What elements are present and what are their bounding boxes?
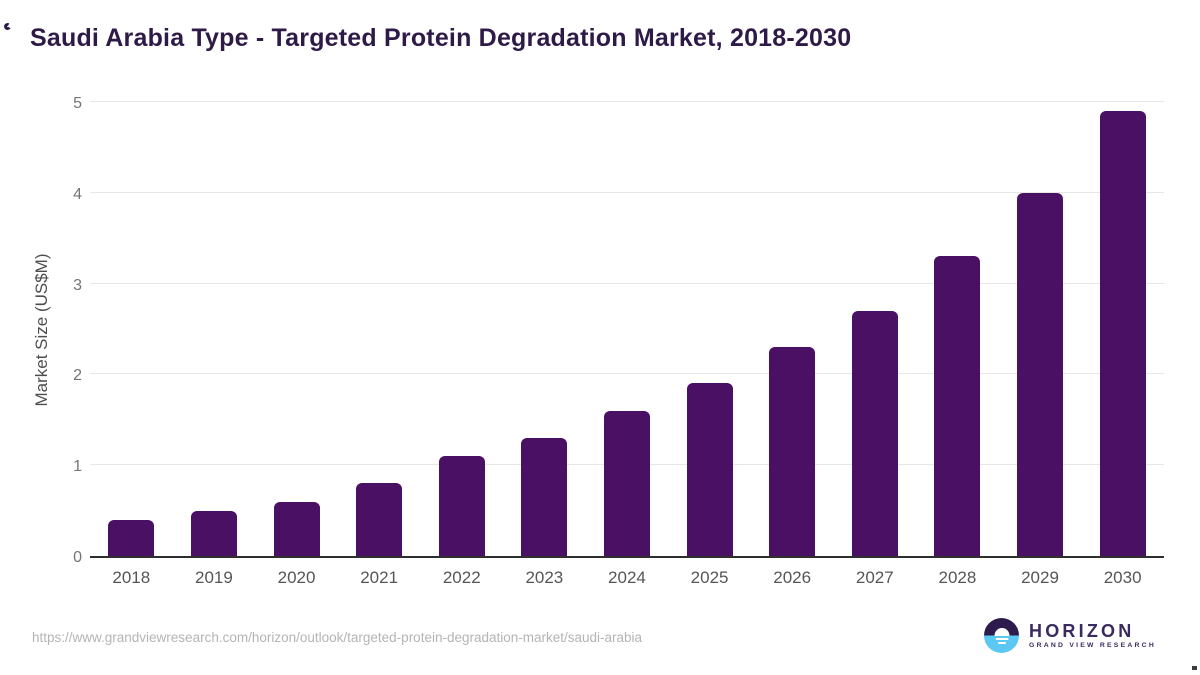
bar-column-2020 xyxy=(255,102,338,556)
x-tick-2026: 2026 xyxy=(773,568,812,587)
bar-2022 xyxy=(438,456,485,556)
x-tick-2024: 2024 xyxy=(608,568,646,587)
plot-area xyxy=(90,101,1164,558)
y-tick-4: 4 xyxy=(73,185,82,203)
bar-column-2024 xyxy=(586,102,669,556)
screenshot-artifact-mark xyxy=(3,22,12,31)
logo-brand-name: HORIZON xyxy=(1029,620,1135,641)
bar-2018 xyxy=(108,519,155,556)
bar-column-2025 xyxy=(668,102,751,556)
bar-column-2030 xyxy=(1081,102,1164,556)
bar-2019 xyxy=(190,510,237,556)
x-tick-2028: 2028 xyxy=(938,568,977,587)
x-tick-2029: 2029 xyxy=(1021,568,1059,587)
source-url: https://www.grandviewresearch.com/horizo… xyxy=(32,630,643,645)
logo-tagline: GRAND VIEW RESEARCH xyxy=(1029,641,1156,649)
x-tick-2020: 2020 xyxy=(277,568,316,587)
chart-title: Saudi Arabia Type - Targeted Protein Deg… xyxy=(30,24,852,52)
x-tick-2019: 2019 xyxy=(195,568,233,587)
bar-2029 xyxy=(1017,192,1063,556)
horizon-logo: HORIZON GRAND VIEW RESEARCH xyxy=(984,618,1156,653)
gridline-3 xyxy=(90,282,1164,284)
y-tick-5: 5 xyxy=(73,95,82,112)
bar-column-2029 xyxy=(999,102,1082,556)
bar-column-2023 xyxy=(503,102,586,556)
bar-2020 xyxy=(273,501,320,556)
bar-2027 xyxy=(851,310,898,556)
bar-column-2022 xyxy=(420,102,503,556)
x-tick-2018: 2018 xyxy=(112,568,151,587)
x-tick-2030: 2030 xyxy=(1103,568,1142,587)
bar-2021 xyxy=(356,483,403,556)
gridline-4 xyxy=(90,191,1164,193)
bar-column-2018 xyxy=(90,102,173,556)
y-tick-2: 2 xyxy=(73,367,82,385)
sun-ray-glyph xyxy=(997,642,1006,644)
bar-2030 xyxy=(1099,111,1146,556)
bar-2025 xyxy=(686,383,733,556)
bar-series xyxy=(90,102,1164,556)
gridline-5 xyxy=(90,101,1164,102)
y-tick-3: 3 xyxy=(73,276,82,294)
x-tick-2021: 2021 xyxy=(360,568,399,587)
x-tick-2023: 2023 xyxy=(525,568,564,587)
bar-column-2021 xyxy=(338,102,421,556)
y-axis-ticks: 0 1 2 3 4 5 xyxy=(0,95,82,566)
bar-2023 xyxy=(521,437,568,556)
y-tick-1: 1 xyxy=(73,458,82,476)
bar-column-2027 xyxy=(833,102,916,556)
sun-glyph xyxy=(994,627,1010,636)
y-tick-0: 0 xyxy=(73,549,82,566)
gridline-2 xyxy=(90,373,1164,375)
sun-ray-glyph xyxy=(995,638,1009,640)
screenshot-artifact-mark xyxy=(1192,666,1197,670)
logo-text: HORIZON GRAND VIEW RESEARCH xyxy=(1029,622,1156,650)
bar-2026 xyxy=(769,347,816,556)
x-tick-2027: 2027 xyxy=(855,568,894,587)
bar-2028 xyxy=(934,256,981,556)
x-axis-ticks: 2018 2019 2020 2021 2022 2023 2024 2025 2026 2027… xyxy=(90,568,1164,588)
bar-2024 xyxy=(603,410,650,556)
bar-column-2026 xyxy=(751,102,834,556)
horizon-sun-circle-icon xyxy=(984,618,1020,653)
x-tick-2025: 2025 xyxy=(690,568,729,587)
x-tick-2022: 2022 xyxy=(442,568,481,587)
bar-column-2019 xyxy=(173,102,256,556)
bar-column-2028 xyxy=(916,102,999,556)
